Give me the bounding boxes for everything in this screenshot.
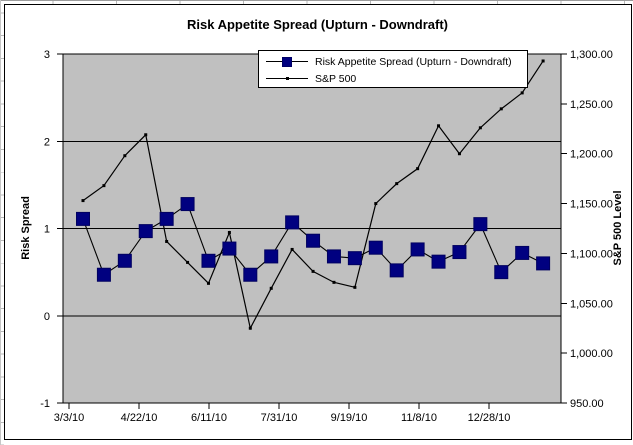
y-left-tick-label: 3 [44,49,50,61]
series-risk-spread-point [368,240,383,255]
x-axis-tick-label: 6/11/10 [191,412,227,424]
y-left-tick-label: -1 [40,398,50,410]
series-risk-spread-point [306,233,321,248]
legend-label-sp500: S&P 500 [315,72,357,85]
legend[interactable]: Risk Appetite Spread (Upturn - Downdraft… [258,50,528,88]
series-sp500-point [457,152,461,156]
series-risk-spread-point [536,256,551,271]
right-axis-title: S&P 500 Level [612,190,624,266]
legend-item-sp500[interactable]: S&P 500 [266,70,527,87]
series-sp500-point [311,269,315,273]
series-sp500-point [520,91,524,95]
series-risk-spread-point [285,215,300,230]
sheet-edge-top [0,0,633,1]
series-sp500-point [353,285,357,289]
y-right-tick-label: 1,100.00 [570,248,613,260]
series-sp500-point [499,107,503,111]
series-risk-spread-point [222,241,237,256]
series-sp500-point [332,280,336,284]
series-risk-spread-point [410,242,425,257]
series-sp500-point [165,239,169,243]
x-axis-tick-label: 4/22/10 [121,412,158,424]
series-sp500-point [81,199,85,203]
y-right-tick-label: 1,200.00 [570,149,613,161]
series-sp500-point [206,281,210,285]
x-axis-tick-label: 9/19/10 [331,412,368,424]
series-risk-spread-point [515,245,530,260]
series-risk-spread-point [201,253,216,268]
series-risk-spread-point [326,249,341,264]
series-risk-spread-point [473,217,488,232]
series-risk-spread-point [138,224,153,239]
y-right-tick-label: 1,250.00 [570,99,613,111]
series-risk-spread-point [243,267,258,282]
legend-label-risk-spread: Risk Appetite Spread (Upturn - Downdraft… [315,55,512,68]
series-sp500-point [269,286,273,290]
y-right-tick-label: 1,050.00 [570,298,613,310]
series-sp500-point [186,260,190,264]
x-axis-tick-label: 3/3/10 [54,412,85,424]
sheet-row-edges [0,0,4,445]
series-sp500-point [248,326,252,330]
y-right-tick-label: 1,150.00 [570,199,613,211]
y-left-tick-label: 0 [44,311,50,323]
series-risk-spread-point [180,197,195,212]
left-axis-title: Risk Spread [20,196,32,260]
x-axis-tick-label: 7/31/10 [261,412,298,424]
chart-title: Risk Appetite Spread (Upturn - Downdraft… [187,17,448,32]
series-risk-spread-point [494,265,509,280]
series-risk-spread-point [117,253,132,268]
series-sp500-point [416,167,420,171]
x-axis-tick-label: 12/28/10 [468,412,511,424]
series-risk-spread-point [76,211,90,226]
series-sp500-point [290,247,294,251]
series-sp500-point [102,184,106,188]
y-left-tick-label: 2 [44,136,50,148]
series-risk-spread-point [389,263,404,278]
series-risk-spread-point [431,254,446,269]
series-sp500-point [478,126,482,130]
y-right-tick-label: 1,300.00 [570,49,613,61]
series-sp500-point [123,154,127,158]
legend-square-marker-icon [266,56,308,68]
series-sp500-point [227,230,231,234]
x-axis-tick-label: 11/8/10 [401,412,437,424]
series-risk-spread-point [159,211,174,226]
sheet-column-edges [0,0,633,4]
series-risk-spread-point [264,249,279,264]
sheet-edge-left [0,0,1,445]
series-risk-spread-point [96,267,111,282]
series-sp500-point [374,202,378,206]
series-sp500-point [437,124,441,128]
series-sp500-point [144,133,148,137]
y-right-tick-label: 1,000.00 [570,348,613,360]
series-sp500-point [395,182,399,186]
y-left-tick-label: 1 [44,224,50,236]
series-risk-spread-point [452,245,467,260]
series-risk-spread-point [347,251,362,266]
y-right-tick-label: 950.00 [570,398,604,410]
legend-item-risk-spread[interactable]: Risk Appetite Spread (Upturn - Downdraft… [266,53,527,70]
legend-line-marker-icon [266,73,308,85]
series-sp500-point [541,59,545,63]
